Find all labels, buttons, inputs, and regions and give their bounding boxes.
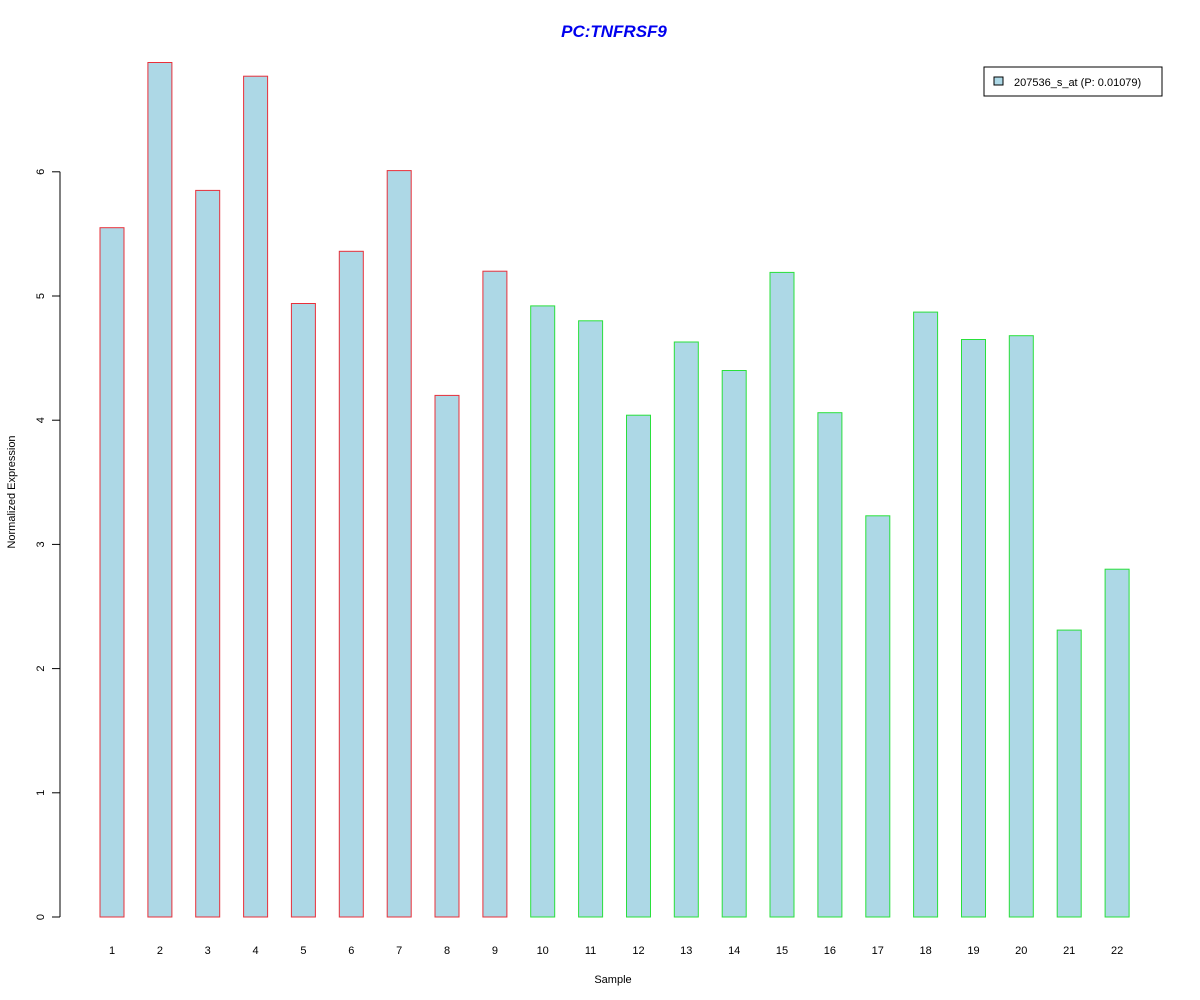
y-axis: 0 1 2 3 4 5 6 — [35, 169, 61, 920]
legend-swatch — [993, 76, 1004, 86]
x-tick-label: 18 — [919, 945, 931, 957]
bars — [99, 62, 1130, 918]
x-tick-label: 17 — [872, 945, 884, 957]
bar-sample-7 — [386, 170, 412, 918]
bar-sample-4 — [243, 75, 269, 918]
x-tick-label: 2 — [157, 945, 163, 957]
x-tick-label: 22 — [1111, 945, 1123, 957]
bar-sample-8 — [434, 394, 460, 918]
x-tick-label: 6 — [348, 945, 354, 957]
y-tick-label: 3 — [35, 541, 47, 547]
legend-entry: 207536_s_at (P: 0.01079) — [1014, 77, 1141, 89]
x-tick-label: 1 — [109, 945, 115, 957]
x-tick-label: 5 — [300, 945, 306, 957]
y-tick-label: 1 — [35, 790, 47, 796]
legend: 207536_s_at (P: 0.01079) — [983, 66, 1163, 97]
bar-sample-21 — [1056, 629, 1082, 918]
bar-sample-20 — [1008, 335, 1034, 918]
bar-sample-19 — [961, 339, 986, 918]
bar-sample-3 — [195, 189, 221, 918]
chart-title: PC:TNFRSF9 — [561, 22, 667, 41]
x-tick-label: 13 — [680, 945, 692, 957]
y-tick-label: 4 — [35, 417, 47, 423]
bar-sample-9 — [482, 270, 508, 918]
x-tick-label: 8 — [444, 945, 450, 957]
bar-sample-1 — [99, 227, 125, 918]
x-tick-label: 19 — [967, 945, 979, 957]
bar-sample-16 — [817, 412, 843, 918]
x-tick-label: 4 — [253, 945, 259, 957]
bar-sample-10 — [530, 305, 556, 918]
bar-sample-13 — [673, 341, 699, 918]
y-tick-label: 0 — [35, 914, 47, 920]
x-tick-label: 3 — [205, 945, 211, 957]
y-axis-label: Normalized Expression — [6, 435, 18, 548]
x-tick-label: 20 — [1015, 945, 1027, 957]
bar-sample-11 — [578, 320, 604, 918]
x-axis-label: Sample — [594, 974, 631, 986]
bar-sample-22 — [1104, 568, 1130, 918]
bar-sample-15 — [769, 271, 795, 918]
bar-sample-2 — [147, 62, 173, 918]
bar-sample-5 — [290, 303, 316, 918]
y-tick-label: 2 — [35, 666, 47, 672]
bar-sample-14 — [721, 370, 747, 918]
x-tick-label: 21 — [1063, 945, 1075, 957]
x-tick-label: 9 — [492, 945, 498, 957]
y-tick-label: 5 — [35, 293, 47, 299]
x-tick-label: 14 — [728, 945, 740, 957]
bar-sample-18 — [913, 311, 939, 918]
x-tick-labels: 1 2 3 4 5 6 7 8 9 10 11 12 13 14 15 16 17 18 19 20 21 22 — [109, 945, 1123, 957]
x-tick-label: 11 — [585, 945, 596, 957]
bar-sample-6 — [338, 250, 364, 918]
bar-sample-17 — [865, 515, 891, 918]
y-tick-label: 6 — [35, 169, 47, 175]
x-tick-label: 7 — [396, 945, 402, 957]
x-tick-label: 12 — [632, 945, 644, 957]
x-tick-label: 16 — [824, 945, 836, 957]
x-tick-label: 15 — [776, 945, 788, 957]
bar-sample-12 — [626, 414, 651, 918]
legend-box — [983, 66, 1163, 97]
x-tick-label: 10 — [537, 945, 549, 957]
